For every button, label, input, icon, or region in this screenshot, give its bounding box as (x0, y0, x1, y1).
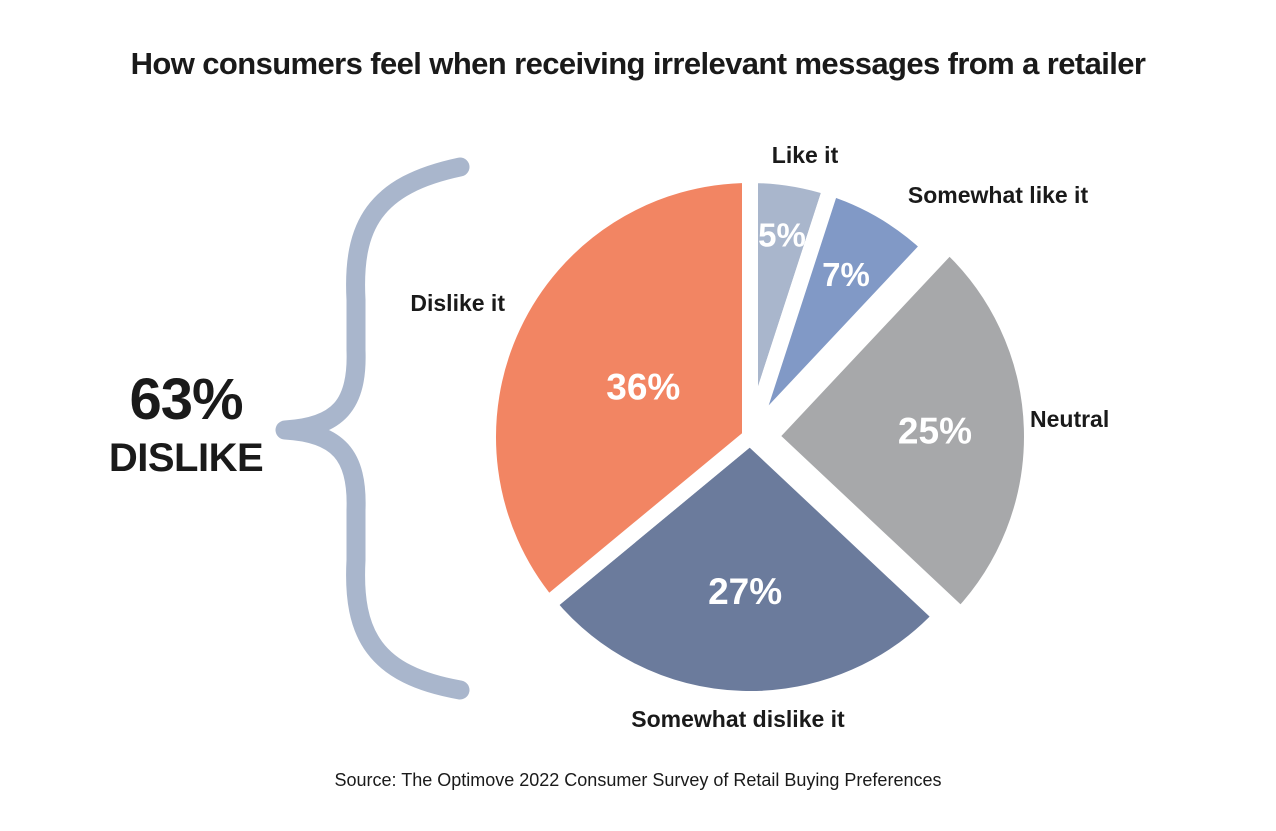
value-label-dislike-it: 36% (606, 366, 680, 407)
value-label-somewhat-like-it: 7% (822, 256, 870, 293)
pie-slice-somewhat-dislike-it (536, 426, 953, 707)
category-label-somewhat-dislike-it: Somewhat dislike it (631, 706, 845, 732)
pie-slice-neutral (758, 234, 1040, 628)
pie-slice-dislike-it (480, 166, 758, 616)
dislike-total-label: DISLIKE (108, 436, 264, 480)
chart-title: How consumers feel when receiving irrele… (130, 46, 1146, 81)
category-label-neutral: Neutral (1030, 406, 1109, 432)
category-label-like-it: Like it (772, 142, 839, 168)
category-label-dislike-it: Dislike it (410, 290, 505, 316)
pie-slice-somewhat-like-it (742, 177, 941, 443)
category-label-somewhat-like-it: Somewhat like it (908, 182, 1089, 208)
value-label-neutral: 25% (898, 411, 972, 452)
pie-value-labels: 5% 7% 25% 27% 36% (606, 217, 972, 612)
dislike-total-value: 63% (129, 367, 243, 432)
value-label-like-it: 5% (758, 217, 806, 254)
pie-slices (480, 166, 1040, 707)
dislike-brace (275, 157, 470, 700)
source-note: Source: The Optimove 2022 Consumer Surve… (334, 770, 942, 790)
value-label-somewhat-dislike-it: 27% (708, 571, 782, 612)
pie-category-labels: Like it Somewhat like it Neutral Somewhat d… (410, 142, 1109, 732)
